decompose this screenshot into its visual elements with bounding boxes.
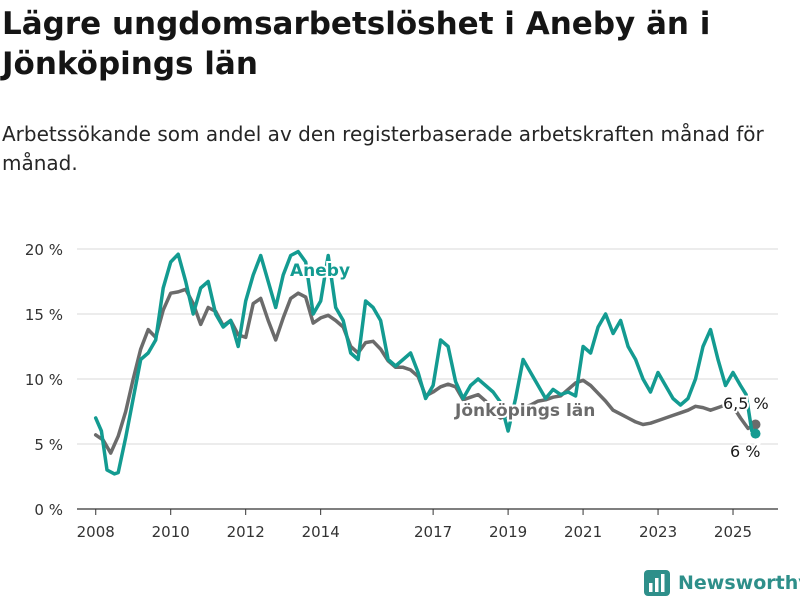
- end-value-label-aneby: 6 %: [730, 442, 760, 461]
- end-value-label-lan: 6,5 %: [723, 394, 769, 413]
- y-tick-label: 5 %: [34, 436, 63, 454]
- x-tick-label: 2023: [639, 523, 677, 541]
- x-tick-label: 2019: [489, 523, 527, 541]
- brand-logo[interactable]: Newsworthy: [644, 568, 800, 598]
- series-end-point-0: [750, 419, 761, 430]
- x-tick-label: 2017: [414, 523, 452, 541]
- series-label-jonkopings-lan: Jönköpings län: [454, 401, 595, 421]
- chart-title: Lägre ungdomsarbetslöshet i Aneby än i J…: [2, 6, 711, 82]
- bar-chart-logo-icon: [644, 570, 670, 596]
- brand-name: Newsworthy: [678, 572, 800, 594]
- x-tick-label: 2012: [227, 523, 265, 541]
- x-tick-label: 2008: [77, 523, 115, 541]
- chart-subtitle: Arbetssökande som andel av den registerb…: [2, 122, 764, 175]
- x-tick-label: 2025: [714, 523, 752, 541]
- series-line-1: [93, 249, 758, 476]
- y-tick-label: 20 %: [25, 241, 63, 259]
- series-label-aneby: Aneby: [290, 261, 350, 281]
- y-tick-label: 10 %: [25, 371, 63, 389]
- series-end-point-1: [750, 428, 761, 439]
- x-tick-label: 2010: [152, 523, 190, 541]
- y-tick-label: 15 %: [25, 306, 63, 324]
- y-tick-label: 0 %: [34, 501, 63, 519]
- x-tick-label: 2021: [564, 523, 602, 541]
- x-tick-label: 2014: [302, 523, 340, 541]
